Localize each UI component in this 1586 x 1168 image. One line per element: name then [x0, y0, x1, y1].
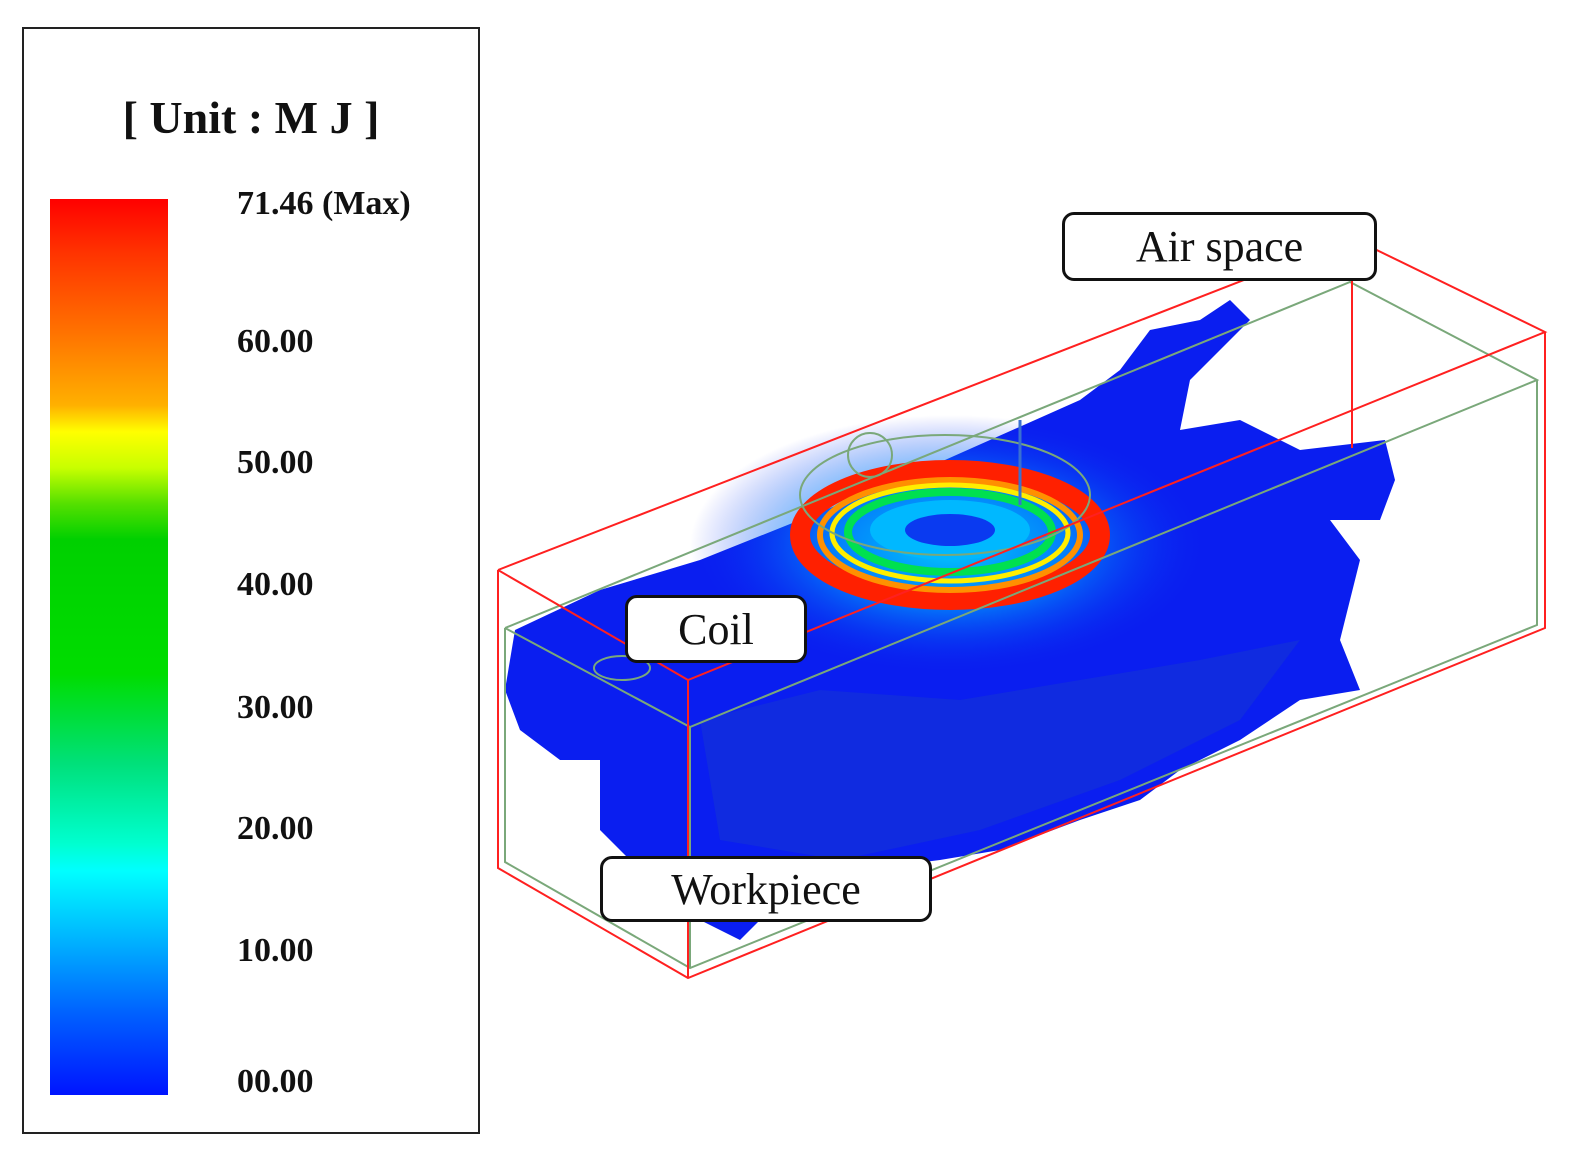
- field-blob-shade: [700, 640, 1300, 860]
- coil-lead-loop: [847, 432, 893, 478]
- colorbar-gradient: [50, 199, 168, 1095]
- coil-small-loop: [593, 655, 651, 681]
- tick-label-10: 10.00: [237, 932, 314, 969]
- heat-ring-outer: [790, 460, 1110, 610]
- coil-label: Coil: [625, 595, 807, 663]
- tick-label-0: 00.00: [237, 1063, 314, 1100]
- air-space-box: [497, 236, 1548, 980]
- tick-label-30: 30.00: [237, 689, 314, 726]
- heat-ring-orange: [817, 477, 1083, 593]
- workpiece-label: Workpiece: [600, 856, 932, 922]
- tick-label-40: 40.00: [237, 566, 314, 603]
- workpiece-box: [504, 280, 1540, 970]
- tick-label-max: 71.46 (Max): [237, 185, 411, 222]
- air-space-label: Air space: [1062, 212, 1377, 281]
- coil-outline: [799, 434, 1091, 556]
- tick-label-50: 50.00: [237, 444, 314, 481]
- legend-title: [ Unit : M J ]: [122, 92, 380, 143]
- simulation-view: [497, 236, 1548, 980]
- tick-label-20: 20.00: [237, 810, 314, 847]
- colorbar-legend: [ Unit : M J ] 71.46 (Max) 60.00 50.00 4…: [22, 27, 480, 1134]
- heat-ring-center: [905, 514, 995, 546]
- tick-label-60: 60.00: [237, 323, 314, 360]
